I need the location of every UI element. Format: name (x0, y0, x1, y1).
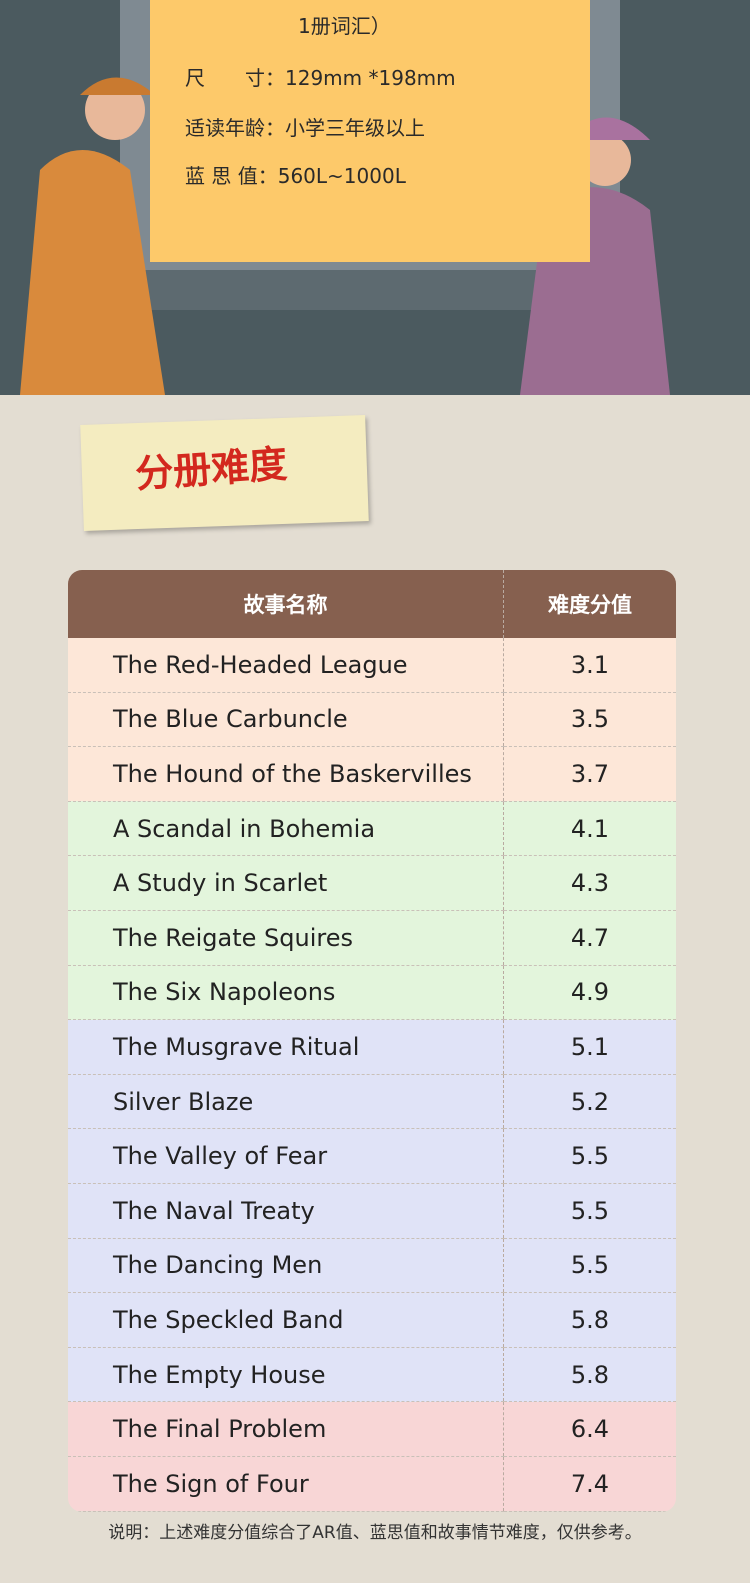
table-row: The Final Problem 6.4 (68, 1401, 676, 1457)
difficulty-value: 5.5 (503, 1183, 676, 1239)
table-row: The Hound of the Baskervilles 3.7 (68, 746, 676, 802)
info-panel (150, 0, 590, 262)
table-row: The Naval Treaty 5.5 (68, 1183, 676, 1239)
header-row: 故事名称 难度分值 (68, 570, 676, 638)
difficulty-value: 5.2 (503, 1074, 676, 1130)
difficulty-value: 6.4 (503, 1401, 676, 1457)
table-row: The Six Napoleons 4.9 (68, 965, 676, 1021)
info-line: 尺 寸：129mm *198mm (185, 62, 456, 91)
info-label: 尺 寸： (185, 66, 285, 90)
illustration: 1册词汇） 尺 寸：129mm *198mm 适读年龄：小学三年级以上 蓝 思 … (0, 0, 750, 395)
difficulty-value: 3.5 (503, 692, 676, 748)
difficulty-value: 4.9 (503, 965, 676, 1021)
footnote: 说明：上述难度分值综合了AR值、蓝思值和故事情节难度，仅供参考。 (108, 1523, 642, 1543)
story-name: The Hound of the Baskervilles (68, 746, 504, 802)
difficulty-value: 7.4 (503, 1456, 676, 1512)
story-name: The Musgrave Ritual (68, 1019, 504, 1075)
difficulty-value: 4.1 (503, 801, 676, 857)
difficulty-value: 4.3 (503, 855, 676, 911)
header-cell: 难度分值 (503, 570, 676, 638)
story-name: The Six Napoleons (68, 965, 504, 1021)
table-row: The Speckled Band 5.8 (68, 1292, 676, 1348)
table-row: The Red-Headed League 3.1 (68, 638, 676, 693)
difficulty-value: 3.7 (503, 746, 676, 802)
story-name: The Final Problem (68, 1401, 504, 1457)
story-name: The Reigate Squires (68, 910, 504, 966)
table-row: The Empty House 5.8 (68, 1347, 676, 1403)
info-label: 蓝 思 值： (185, 164, 278, 188)
story-name: The Speckled Band (68, 1292, 504, 1348)
story-name: The Naval Treaty (68, 1183, 504, 1239)
story-name: The Sign of Four (68, 1456, 504, 1512)
difficulty-value: 5.5 (503, 1238, 676, 1294)
story-name: Silver Blaze (68, 1074, 504, 1130)
info-value: 129mm *198mm (285, 66, 456, 90)
story-name: The Dancing Men (68, 1238, 504, 1294)
difficulty-value: 5.8 (503, 1292, 676, 1348)
difficulty-value: 5.5 (503, 1128, 676, 1184)
story-name: The Valley of Fear (68, 1128, 504, 1184)
difficulty-value: 5.1 (503, 1019, 676, 1075)
table-row: The Dancing Men 5.5 (68, 1238, 676, 1294)
header-cell: 故事名称 (68, 570, 504, 638)
section-title: 分册难度 (133, 441, 289, 497)
table-row: The Valley of Fear 5.5 (68, 1128, 676, 1184)
table-row: The Reigate Squires 4.7 (68, 910, 676, 966)
info-value: 560L~1000L (277, 164, 406, 188)
story-name: The Empty House (68, 1347, 504, 1403)
info-line: 蓝 思 值：560L~1000L (185, 160, 406, 189)
table-row: Silver Blaze 5.2 (68, 1074, 676, 1130)
info-value: 小学三年级以上 (285, 116, 425, 140)
info-line: 适读年龄：小学三年级以上 (185, 112, 425, 141)
story-name: A Study in Scarlet (68, 855, 504, 911)
table-row: The Sign of Four 7.4 (68, 1456, 676, 1512)
difficulty-table: 故事名称 难度分值 The Red-Headed League 3.1 The Bl… (68, 570, 676, 1512)
difficulty-value: 5.8 (503, 1347, 676, 1403)
info-text: 1册词汇） (298, 14, 391, 38)
difficulty-value: 3.1 (503, 638, 676, 693)
difficulty-value: 4.7 (503, 910, 676, 966)
story-name: The Red-Headed League (68, 638, 504, 693)
info-label: 适读年龄： (185, 116, 285, 140)
story-name: The Blue Carbuncle (68, 692, 504, 748)
story-name: A Scandal in Bohemia (68, 801, 504, 857)
table-row: The Blue Carbuncle 3.5 (68, 692, 676, 748)
table-row: A Study in Scarlet 4.3 (68, 855, 676, 911)
table-row: A Scandal in Bohemia 4.1 (68, 801, 676, 857)
table-row: The Musgrave Ritual 5.1 (68, 1019, 676, 1075)
